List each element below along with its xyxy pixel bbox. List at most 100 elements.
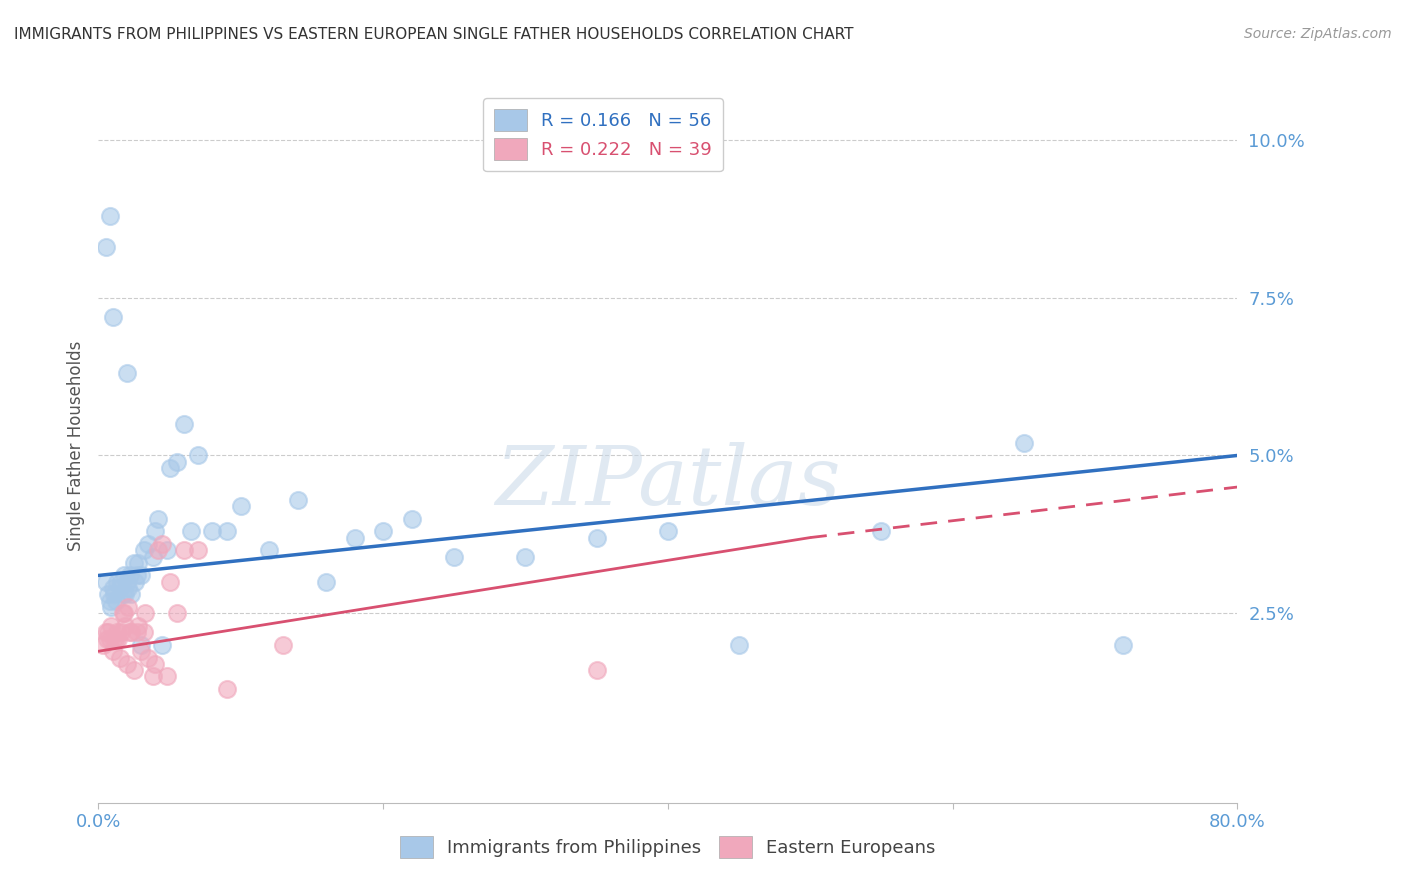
Point: [180, 524, 202, 539]
Point: [101, 310, 124, 324]
Point: [159, 461, 181, 475]
Point: [166, 455, 188, 469]
Point: [401, 511, 423, 525]
Point: [108, 581, 131, 595]
Point: [115, 367, 138, 381]
Point: [148, 511, 170, 525]
Point: [122, 663, 145, 677]
Text: Source: ZipAtlas.com: Source: ZipAtlas.com: [1244, 27, 1392, 41]
Point: [111, 607, 134, 621]
Point: [124, 574, 146, 589]
Point: [120, 587, 142, 601]
Point: [115, 657, 138, 671]
Point: [94, 240, 117, 254]
Point: [98, 593, 121, 607]
Point: [108, 650, 131, 665]
Point: [201, 524, 224, 539]
Point: [112, 607, 135, 621]
Point: [585, 663, 607, 677]
Point: [94, 574, 117, 589]
Point: [127, 619, 149, 633]
Point: [173, 417, 195, 431]
Point: [156, 669, 179, 683]
Point: [118, 625, 141, 640]
Point: [91, 638, 114, 652]
Point: [97, 587, 120, 601]
Point: [127, 556, 149, 570]
Point: [141, 669, 163, 683]
Point: [152, 537, 174, 551]
Point: [657, 524, 679, 539]
Point: [129, 638, 152, 652]
Point: [515, 549, 537, 564]
Point: [1012, 435, 1035, 450]
Point: [315, 574, 337, 589]
Point: [152, 638, 174, 652]
Point: [125, 568, 148, 582]
Point: [585, 531, 607, 545]
Point: [215, 524, 238, 539]
Legend: Immigrants from Philippines, Eastern Europeans: Immigrants from Philippines, Eastern Eur…: [392, 829, 943, 865]
Point: [215, 682, 238, 697]
Point: [115, 574, 138, 589]
Point: [105, 574, 128, 589]
Point: [122, 556, 145, 570]
Point: [107, 632, 129, 646]
Point: [120, 625, 142, 640]
Point: [98, 209, 121, 223]
Point: [259, 543, 281, 558]
Point: [132, 543, 155, 558]
Point: [136, 650, 159, 665]
Point: [110, 625, 132, 640]
Point: [98, 632, 121, 646]
Point: [104, 593, 127, 607]
Point: [159, 574, 181, 589]
Point: [343, 531, 366, 545]
Point: [118, 568, 141, 582]
Point: [287, 492, 309, 507]
Point: [145, 657, 167, 671]
Point: [129, 644, 152, 658]
Point: [156, 543, 179, 558]
Point: [148, 543, 170, 558]
Point: [111, 587, 134, 601]
Point: [141, 549, 163, 564]
Point: [129, 568, 152, 582]
Text: IMMIGRANTS FROM PHILIPPINES VS EASTERN EUROPEAN SINGLE FATHER HOUSEHOLDS CORRELA: IMMIGRANTS FROM PHILIPPINES VS EASTERN E…: [14, 27, 853, 42]
Point: [112, 568, 135, 582]
Point: [443, 549, 465, 564]
Point: [229, 499, 252, 513]
Point: [870, 524, 893, 539]
Point: [94, 625, 117, 640]
Y-axis label: Single Father Households: Single Father Households: [66, 341, 84, 551]
Point: [101, 581, 124, 595]
Point: [1112, 638, 1135, 652]
Point: [100, 600, 122, 615]
Point: [125, 625, 148, 640]
Point: [114, 587, 136, 601]
Text: ZIPatlas: ZIPatlas: [495, 442, 841, 522]
Point: [145, 524, 167, 539]
Point: [132, 625, 155, 640]
Point: [187, 543, 209, 558]
Point: [166, 607, 188, 621]
Point: [110, 574, 132, 589]
Point: [134, 607, 156, 621]
Point: [273, 638, 295, 652]
Point: [173, 543, 195, 558]
Point: [105, 625, 128, 640]
Point: [101, 644, 124, 658]
Point: [373, 524, 395, 539]
Point: [117, 581, 139, 595]
Point: [97, 625, 120, 640]
Point: [100, 619, 122, 633]
Point: [136, 537, 159, 551]
Point: [117, 600, 139, 615]
Point: [103, 632, 125, 646]
Point: [114, 619, 136, 633]
Point: [187, 449, 209, 463]
Point: [96, 632, 118, 646]
Point: [728, 638, 751, 652]
Point: [104, 632, 127, 646]
Point: [103, 587, 125, 601]
